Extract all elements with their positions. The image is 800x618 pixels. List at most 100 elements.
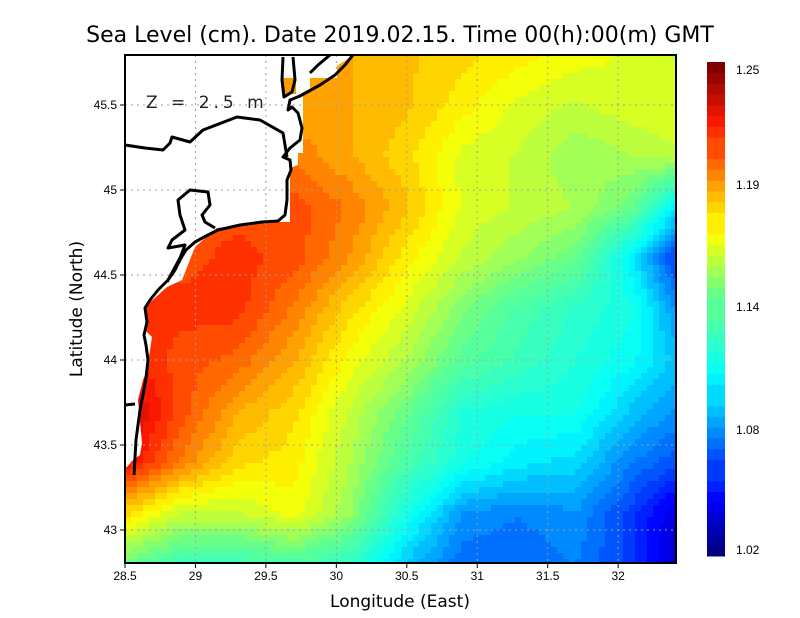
heatmap-cell: [347, 175, 354, 182]
heatmap-cell: [665, 61, 672, 68]
heatmap-cell: [299, 217, 306, 224]
heatmap-cell: [341, 367, 348, 374]
heatmap-cell: [497, 253, 504, 260]
heatmap-cell: [635, 145, 642, 152]
heatmap-cell: [359, 61, 366, 68]
heatmap-cell: [383, 259, 390, 266]
heatmap-cell: [359, 289, 366, 296]
heatmap-cell: [581, 229, 588, 236]
heatmap-cell: [443, 85, 450, 92]
heatmap-cell: [467, 127, 474, 134]
heatmap-cell: [659, 301, 666, 308]
heatmap-cell: [503, 235, 510, 242]
heatmap-cell: [209, 295, 216, 302]
heatmap-cell: [605, 223, 612, 230]
heatmap-cell: [539, 349, 546, 356]
heatmap-cell: [419, 127, 426, 134]
heatmap-cell: [623, 319, 630, 326]
heatmap-cell: [347, 169, 354, 176]
heatmap-cell: [431, 235, 438, 242]
heatmap-cell: [515, 331, 522, 338]
heatmap-cell: [635, 361, 642, 368]
heatmap-cell: [275, 325, 282, 332]
heatmap-cell: [611, 235, 618, 242]
heatmap-cell: [401, 301, 408, 308]
heatmap-cell: [593, 145, 600, 152]
heatmap-cell: [293, 367, 300, 374]
heatmap-cell: [449, 307, 456, 314]
heatmap-cell: [371, 307, 378, 314]
heatmap-cell: [569, 109, 576, 116]
heatmap-cell: [155, 355, 162, 362]
heatmap-cell: [593, 223, 600, 230]
heatmap-cell: [665, 373, 672, 380]
heatmap-cell: [467, 313, 474, 320]
heatmap-cell: [503, 283, 510, 290]
heatmap-cell: [569, 97, 576, 104]
heatmap-cell: [617, 211, 624, 218]
heatmap-cell: [641, 247, 648, 254]
heatmap-cell: [341, 337, 348, 344]
heatmap-cell: [515, 187, 522, 194]
heatmap-cell: [497, 127, 504, 134]
heatmap-cell: [551, 223, 558, 230]
heatmap-cell: [401, 97, 408, 104]
heatmap-cell: [455, 73, 462, 80]
heatmap-cell: [431, 193, 438, 200]
heatmap-cell: [305, 223, 312, 230]
heatmap-cell: [425, 145, 432, 152]
heatmap-cell: [665, 277, 672, 284]
heatmap-cell: [491, 307, 498, 314]
heatmap-cell: [653, 193, 660, 200]
heatmap-cell: [413, 343, 420, 350]
heatmap-cell: [305, 349, 312, 356]
heatmap-cell: [641, 55, 648, 62]
heatmap-cell: [359, 349, 366, 356]
heatmap-cell: [269, 319, 276, 326]
heatmap-cell: [473, 55, 480, 62]
heatmap-cell: [383, 361, 390, 368]
heatmap-cell: [497, 145, 504, 152]
heatmap-cell: [467, 91, 474, 98]
heatmap-cell: [461, 361, 468, 368]
heatmap-cell: [587, 181, 594, 188]
heatmap-cell: [545, 253, 552, 260]
heatmap-cell: [629, 133, 636, 140]
heatmap-cell: [599, 115, 606, 122]
heatmap-cell: [317, 193, 324, 200]
heatmap-cell: [503, 349, 510, 356]
heatmap-cell: [545, 211, 552, 218]
heatmap-cell: [665, 235, 672, 242]
heatmap-cell: [479, 169, 486, 176]
heatmap-cell: [299, 193, 306, 200]
heatmap-cell: [389, 121, 396, 128]
heatmap-cell: [377, 349, 384, 356]
heatmap-cell: [671, 325, 676, 332]
heatmap-cell: [371, 373, 378, 380]
heatmap-cell: [635, 253, 642, 260]
heatmap-cell: [401, 319, 408, 326]
heatmap-cell: [455, 355, 462, 362]
heatmap-cell: [641, 349, 648, 356]
heatmap-cell: [509, 271, 516, 278]
heatmap-cell: [491, 157, 498, 164]
heatmap-cell: [581, 211, 588, 218]
heatmap-cell: [431, 133, 438, 140]
heatmap-cell: [371, 67, 378, 74]
heatmap-cell: [425, 139, 432, 146]
heatmap-cell: [227, 337, 234, 344]
heatmap-cell: [605, 319, 612, 326]
heatmap-cell: [353, 127, 360, 134]
heatmap-cell: [437, 199, 444, 206]
heatmap-cell: [323, 259, 330, 266]
heatmap-cell: [215, 271, 222, 278]
heatmap-cell: [395, 361, 402, 368]
heatmap-cell: [659, 271, 666, 278]
heatmap-cell: [335, 151, 342, 158]
heatmap-cell: [617, 241, 624, 248]
heatmap-cell: [275, 319, 282, 326]
heatmap-cell: [149, 325, 156, 332]
heatmap-cell: [365, 103, 372, 110]
heatmap-cell: [599, 337, 606, 344]
heatmap-cell: [395, 265, 402, 272]
